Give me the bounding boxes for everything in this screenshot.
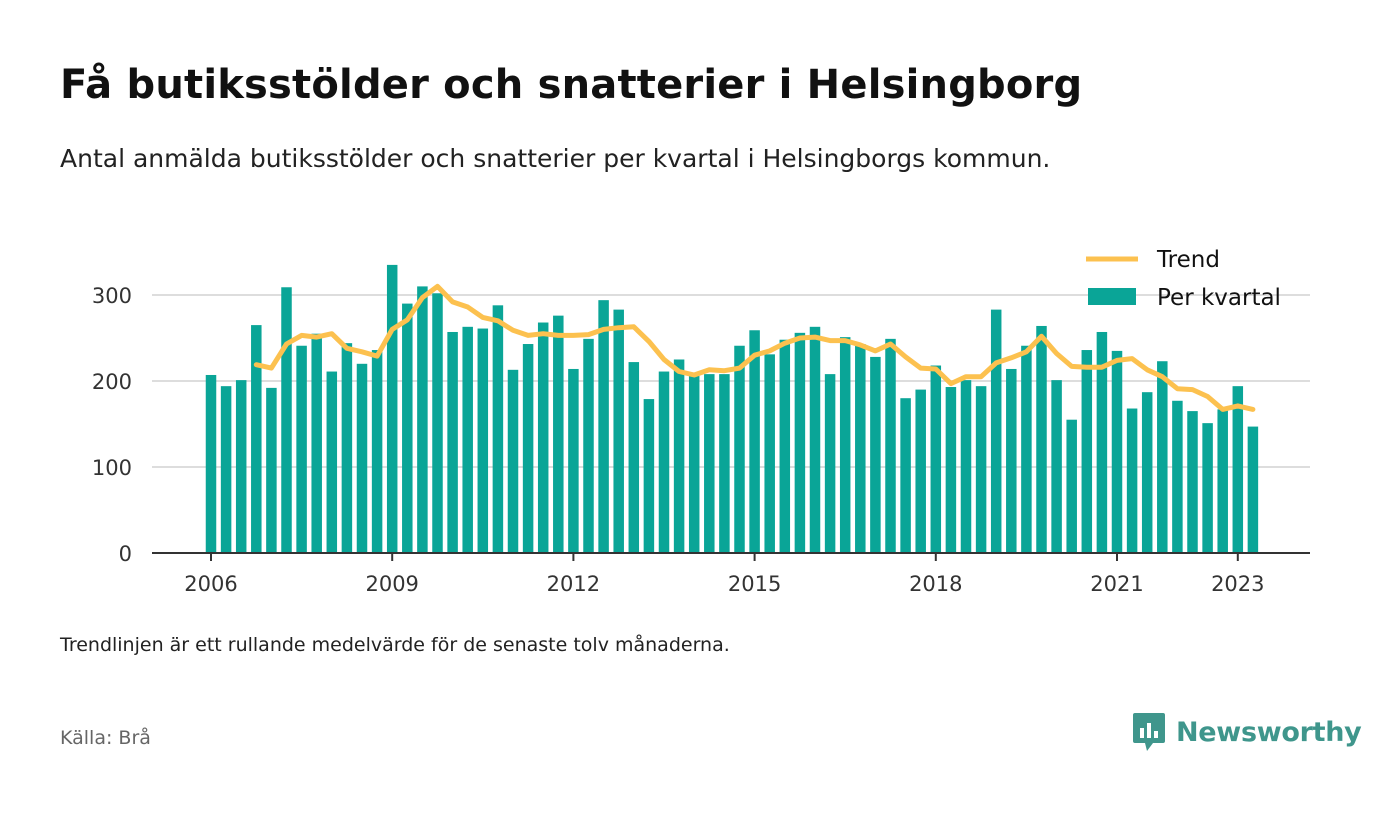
- bar: [326, 371, 338, 553]
- bar: [386, 264, 398, 553]
- chart-title: Få butiksstölder och snatterier i Helsin…: [60, 62, 1083, 108]
- brand-logo[interactable]: Newsworthy: [1132, 710, 1362, 754]
- bar: [341, 343, 353, 553]
- bar: [507, 369, 519, 553]
- bar: [462, 326, 473, 553]
- bar: [598, 300, 609, 553]
- trend-line-group: [253, 283, 1256, 412]
- bar: [1021, 345, 1032, 553]
- bar: [1051, 380, 1062, 553]
- x-tick-label: 2015: [728, 572, 781, 596]
- bar: [417, 286, 428, 553]
- bar: [734, 345, 745, 553]
- bar: [522, 344, 534, 553]
- bar: [719, 374, 730, 553]
- legend: Trend Per kvartal: [1086, 247, 1281, 311]
- bar: [975, 386, 987, 553]
- bar: [296, 345, 307, 553]
- bar: [809, 326, 821, 553]
- bar: [1202, 423, 1213, 553]
- bar: [537, 322, 549, 553]
- bar: [764, 354, 775, 553]
- bar: [432, 293, 443, 553]
- legend-trend-label: Trend: [1156, 247, 1220, 273]
- bar: [1187, 411, 1198, 553]
- y-tick-label: 100: [92, 456, 132, 480]
- bar: [311, 333, 322, 553]
- x-tick-label: 2009: [365, 572, 418, 596]
- x-axis: 2006 2009 2012 2015 2018 2021 2023: [152, 552, 1310, 596]
- bar: [1006, 368, 1017, 553]
- bar: [1066, 419, 1077, 553]
- bar: [673, 359, 685, 553]
- bar: [900, 398, 911, 553]
- bars-per-kvartal: [205, 264, 1259, 553]
- brand-name: Newsworthy: [1176, 716, 1362, 748]
- newsworthy-logo-icon: [1133, 713, 1165, 751]
- bar: [1157, 361, 1168, 553]
- bar: [477, 328, 489, 553]
- bar: [930, 365, 942, 553]
- bar: [1141, 392, 1153, 553]
- chart-subtitle: Antal anmälda butiksstölder och snatteri…: [60, 144, 1051, 173]
- x-tick-label: 2018: [909, 572, 962, 596]
- bar: [492, 305, 504, 553]
- bar: [235, 380, 247, 553]
- bar: [855, 344, 866, 553]
- bar: [779, 339, 791, 553]
- bar: [553, 315, 564, 553]
- bar: [915, 389, 926, 553]
- bar: [1217, 409, 1228, 553]
- bar: [1247, 426, 1259, 553]
- bar: [960, 380, 972, 553]
- bar: [1111, 350, 1123, 553]
- bar: [371, 350, 383, 553]
- bar: [251, 325, 262, 553]
- bar: [704, 374, 715, 553]
- bar: [688, 374, 700, 553]
- bar: [1232, 386, 1244, 553]
- bar: [205, 374, 217, 553]
- bar: [643, 399, 655, 553]
- y-axis-tick-labels: 0 100 200 300: [92, 284, 132, 566]
- bar: [447, 331, 458, 553]
- bar: [402, 303, 413, 553]
- bar: [628, 362, 640, 553]
- y-tick-label: 200: [92, 370, 132, 394]
- bar: [945, 387, 957, 553]
- legend-bar-swatch: [1088, 288, 1136, 305]
- bar: [1126, 408, 1138, 553]
- x-tick-label: 2023: [1211, 572, 1264, 596]
- source-label: Källa: Brå: [60, 727, 151, 749]
- bar: [281, 287, 292, 553]
- bar: [839, 337, 851, 553]
- bar: [885, 338, 896, 553]
- bar: [990, 309, 1002, 553]
- x-tick-label: 2012: [547, 572, 600, 596]
- y-tick-label: 300: [92, 284, 132, 308]
- bar: [794, 332, 806, 553]
- bar: [658, 371, 670, 553]
- bar: [613, 309, 624, 553]
- x-tick-label: 2021: [1090, 572, 1143, 596]
- bar: [356, 363, 368, 553]
- bar: [1081, 350, 1093, 553]
- bar: [220, 386, 232, 553]
- y-tick-label: 0: [119, 542, 132, 566]
- bar: [870, 356, 881, 553]
- chart-note: Trendlinjen är ett rullande medelvärde f…: [60, 634, 730, 656]
- bar: [1172, 400, 1183, 553]
- bar: [749, 330, 760, 553]
- x-tick-label: 2006: [184, 572, 237, 596]
- trend-line: [253, 283, 1256, 412]
- bar: [568, 368, 579, 553]
- bar: [266, 387, 277, 553]
- bar: [1096, 331, 1108, 553]
- legend-bar-label: Per kvartal: [1157, 285, 1281, 311]
- bar: [1036, 325, 1047, 553]
- bar: [583, 338, 594, 553]
- bar: [824, 374, 836, 553]
